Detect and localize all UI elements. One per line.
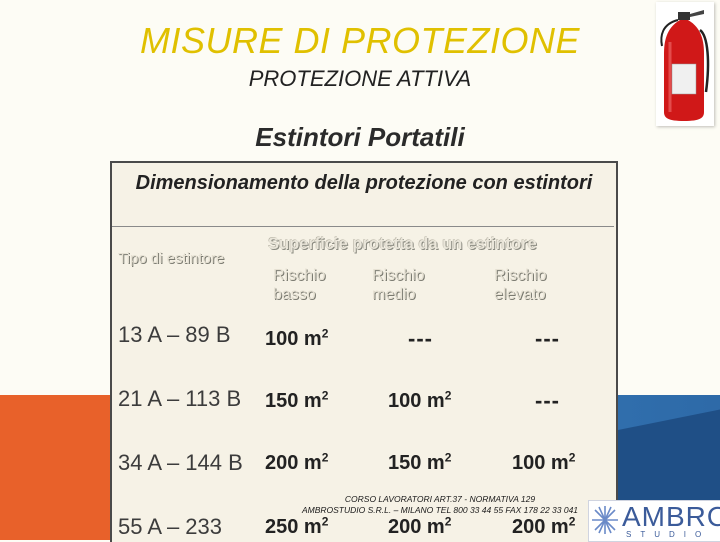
footer-line-2: AMBROSTUDIO S.R.L. – MILANO TEL 800 33 4… — [301, 505, 579, 515]
table-cell: 150 m2 — [265, 388, 329, 413]
unit-exponent: 2 — [568, 514, 576, 529]
unit-exponent: 2 — [444, 388, 452, 403]
cell-value: 100 m — [512, 452, 569, 474]
table-row-type: 55 A – 233 — [118, 514, 222, 539]
unit-exponent: 2 — [321, 326, 329, 341]
cell-value: 200 m — [388, 516, 445, 538]
table-row-type: 34 A – 144 B — [118, 450, 243, 475]
table-row-type: 21 A – 113 B — [118, 386, 242, 411]
unit-exponent: 2 — [568, 450, 576, 465]
logo-name: AMBRO — [622, 501, 720, 532]
extinguisher-picture — [656, 2, 714, 126]
section-title: Estintori Portatili — [255, 122, 465, 152]
cell-value: 250 m — [265, 516, 322, 538]
risk-label-low: Rischio basso — [273, 267, 326, 303]
table-panel — [110, 161, 618, 542]
unit-exponent: 2 — [321, 514, 329, 529]
table-cell: --- — [408, 326, 433, 351]
unit-exponent: 2 — [321, 450, 329, 465]
cell-value: 200 m — [265, 452, 322, 474]
table-cell: 200 m2 — [265, 450, 329, 475]
logo-subtitle: STUDIO — [626, 530, 711, 539]
table-cell: 250 m2 — [265, 514, 329, 539]
footer-line-1: CORSO LAVORATORI ART.37 - NORMATIVA 129 — [344, 494, 536, 504]
table-cell: 200 m2 — [388, 514, 452, 539]
table-row-type: 13 A – 89 B — [118, 322, 231, 347]
unit-exponent: 2 — [444, 450, 452, 465]
table-cell: 200 m2 — [512, 514, 576, 539]
footer-note: CORSO LAVORATORI ART.37 - NORMATIVA 129 … — [250, 494, 630, 516]
table-cell: --- — [535, 388, 560, 413]
table-header-divider — [112, 226, 614, 227]
page-title: MISURE DI PROTEZIONE — [139, 20, 581, 61]
unit-exponent: 2 — [321, 388, 329, 403]
cell-value: 150 m — [388, 452, 445, 474]
table-cell: --- — [535, 326, 560, 351]
table-cell: 150 m2 — [388, 450, 452, 475]
risk-label-medium: Rischio medio — [372, 267, 425, 303]
table-cell: 100 m2 — [388, 388, 452, 413]
star-burst-icon — [592, 506, 618, 534]
table-cell: 100 m2 — [512, 450, 576, 475]
cell-value: 100 m — [388, 390, 445, 412]
table-cell: 100 m2 — [265, 326, 329, 351]
column-header-type: Tipo di estintore — [118, 250, 225, 267]
page-subtitle: PROTEZIONE ATTIVA — [248, 66, 472, 91]
cell-value: 100 m — [265, 328, 322, 350]
column-header-surface: Superficie protetta da un estintore — [268, 235, 537, 253]
cell-value: 150 m — [265, 390, 322, 412]
table-caption: Dimensionamento della protezione con est… — [135, 172, 593, 194]
cell-value: 200 m — [512, 516, 569, 538]
fire-extinguisher-icon — [660, 10, 710, 121]
risk-label-high: Rischio elevato — [494, 267, 547, 303]
unit-exponent: 2 — [444, 514, 452, 529]
